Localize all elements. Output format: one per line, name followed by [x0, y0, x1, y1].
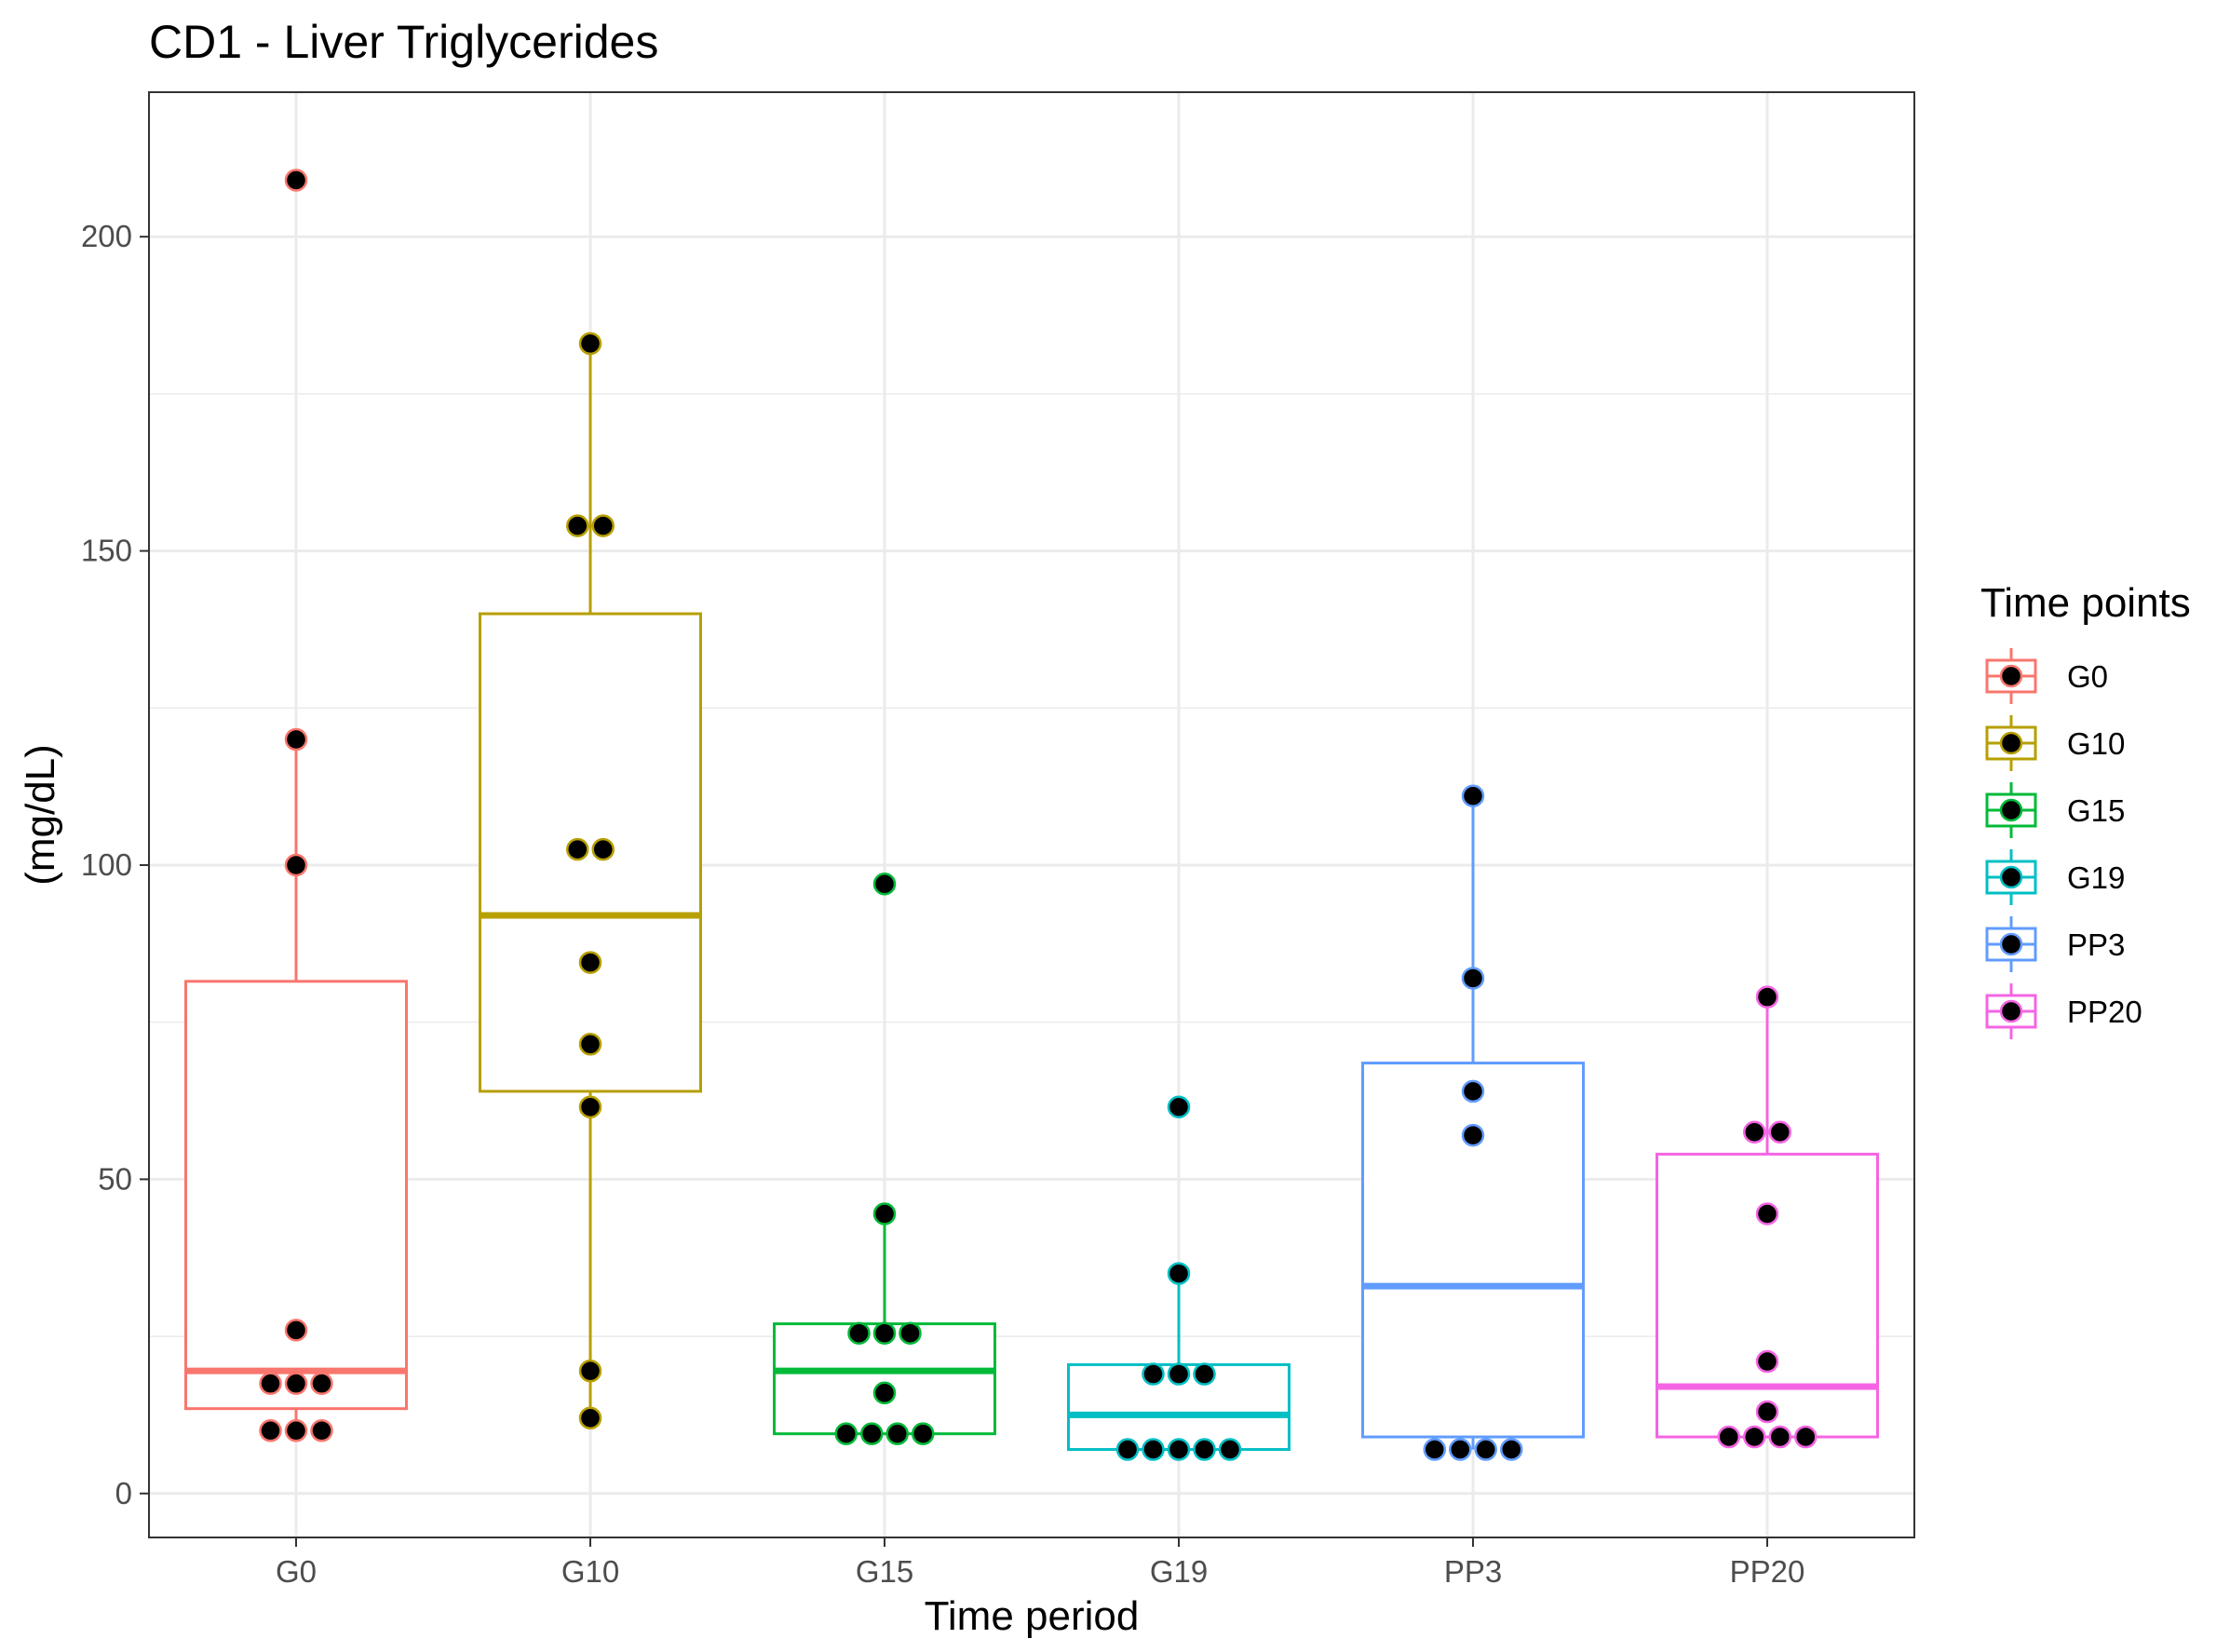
boxes [184, 343, 1879, 1452]
data-point [1167, 1262, 1191, 1285]
y-tick-label: 0 [115, 1476, 132, 1510]
data-point [1794, 1425, 1818, 1449]
y-tick-label: 150 [81, 534, 132, 568]
legend-label-g10: G10 [2067, 726, 2125, 761]
data-point [1461, 1123, 1485, 1147]
legend-label-g19: G19 [2067, 860, 2125, 895]
x-tick-label: PP20 [1730, 1554, 1805, 1589]
legend-key-point [1999, 731, 2023, 755]
box-pp20 [1656, 1152, 1879, 1439]
x-tick-label: PP3 [1444, 1554, 1502, 1589]
data-point [578, 1406, 602, 1430]
data-point [1167, 1095, 1191, 1119]
plot-panel-border [148, 91, 1915, 1538]
x-axis-title: Time period [925, 1593, 1140, 1639]
data-point [284, 1419, 308, 1442]
y-tick-label: 50 [98, 1161, 132, 1196]
legend-key-point [1999, 865, 2023, 889]
data-point [578, 951, 602, 974]
data-point [847, 1321, 871, 1345]
legend-key-point [1999, 664, 2023, 688]
data-point [885, 1422, 909, 1445]
data-point [1768, 1120, 1791, 1144]
legend-label-pp20: PP20 [2067, 995, 2142, 1029]
legend-key-point [1999, 798, 2023, 822]
data-point [284, 853, 308, 877]
data-point [578, 1359, 602, 1383]
y-axis-title: (mg/dL) [18, 744, 63, 886]
data-point [872, 1202, 897, 1225]
data-point [1461, 967, 1485, 990]
data-point [591, 837, 615, 861]
x-tick-label: G19 [1150, 1554, 1208, 1589]
data-point [1755, 1400, 1779, 1424]
axes: 0 50 100 150 200 G0 G10 G15 G19 PP3 PP20 [81, 219, 1804, 1589]
legend-label-g15: G15 [2067, 793, 2125, 828]
data-point [1743, 1120, 1766, 1144]
data-point [860, 1422, 884, 1445]
box-pp3 [1361, 1062, 1585, 1439]
data-point [1461, 1079, 1485, 1104]
data-point [1755, 1202, 1779, 1225]
y-tick-label: 200 [81, 219, 132, 253]
legend-label-g0: G0 [2067, 659, 2108, 694]
x-tick-label: G10 [561, 1554, 619, 1589]
legend: Time points G0 G10 G15 G19 PP3 PP20 [1980, 580, 2191, 1039]
data-point [284, 1372, 308, 1395]
data-point [310, 1372, 333, 1395]
data-point [259, 1419, 282, 1442]
data-point [1755, 1349, 1779, 1374]
legend-title: Time points [1980, 580, 2191, 626]
data-point [1167, 1438, 1191, 1461]
data-point [1717, 1425, 1740, 1449]
data-point [1193, 1362, 1216, 1386]
data-point [872, 1381, 897, 1405]
data-point [566, 514, 589, 537]
data-point [284, 727, 308, 752]
legend-label-pp3: PP3 [2067, 928, 2125, 962]
data-point [578, 332, 602, 356]
data-point [1768, 1425, 1791, 1449]
data-point [578, 1095, 602, 1119]
data-point [1142, 1362, 1165, 1386]
grid-lines [149, 92, 1914, 1537]
data-point [1423, 1438, 1446, 1461]
data-point [1461, 784, 1485, 808]
box-g10 [479, 612, 702, 1093]
chart-title: CD1 - Liver Triglycerides [149, 16, 658, 68]
data-point [1193, 1438, 1216, 1461]
plot-background [149, 92, 1914, 1537]
box-g0 [184, 980, 408, 1411]
data-point [1755, 985, 1779, 1009]
data-point [899, 1321, 922, 1345]
data-point [259, 1372, 282, 1395]
data-point [872, 1321, 897, 1345]
legend-key-point [1999, 932, 2023, 956]
y-tick-label: 100 [81, 847, 132, 882]
data-point [310, 1419, 333, 1442]
data-point [1218, 1438, 1242, 1461]
data-point [1142, 1438, 1165, 1461]
data-point [1474, 1438, 1497, 1461]
data-point [1743, 1425, 1766, 1449]
data-point [872, 872, 897, 896]
data-points [259, 169, 1818, 1461]
data-point [284, 1319, 308, 1342]
x-tick-label: G15 [856, 1554, 913, 1589]
data-point [566, 837, 589, 861]
data-point [591, 514, 615, 537]
data-point [284, 169, 308, 192]
data-point [1115, 1438, 1140, 1461]
data-point [1500, 1438, 1523, 1461]
data-point [912, 1422, 935, 1445]
data-point [834, 1422, 858, 1445]
x-tick-label: G0 [276, 1554, 317, 1589]
legend-key-point [1999, 999, 2023, 1023]
data-point [1449, 1438, 1472, 1461]
data-point [578, 1033, 602, 1056]
data-point [1167, 1362, 1191, 1386]
